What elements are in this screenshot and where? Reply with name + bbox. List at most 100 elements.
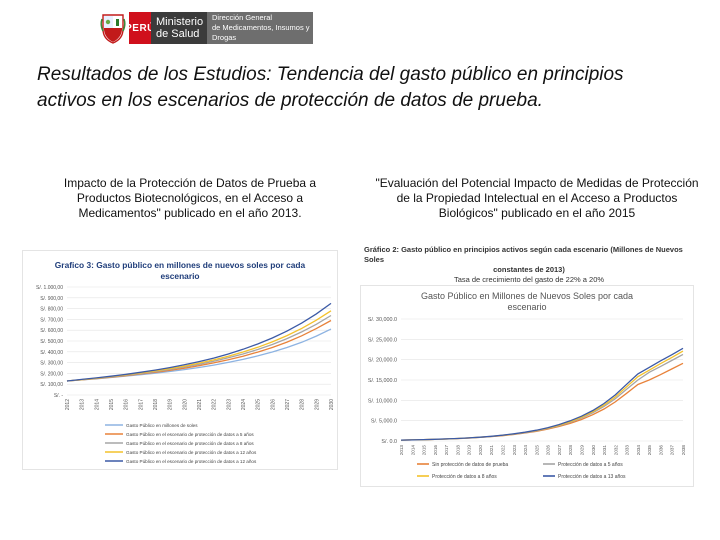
x-tick-label: 2026: [546, 445, 551, 456]
x-tick-label: 2034: [636, 445, 641, 456]
y-tick-label: S/. 20,000.0: [368, 358, 397, 364]
x-tick-label: 2023: [226, 399, 232, 410]
x-tick-label: 2038: [681, 445, 686, 456]
chart-title-line1: Grafico 3: Gasto público en millones de …: [55, 260, 306, 270]
logo-country: PERÚ: [125, 12, 154, 44]
y-tick-label: S/. 100,00: [40, 382, 63, 388]
x-tick-label: 2036: [658, 445, 663, 456]
chart-title-line2: escenario: [160, 271, 199, 281]
x-tick-label: 2025: [256, 399, 262, 410]
ministry-logo: PERÚ Ministerio de Salud Dirección Gener…: [100, 10, 313, 46]
x-tick-label: 2022: [212, 399, 218, 410]
series-line-1: [400, 353, 684, 441]
y-tick-label: S/. 300,00: [40, 361, 63, 367]
y-tick-label: S/. -: [54, 393, 64, 399]
y-tick-label: S/. 10,000.0: [368, 398, 397, 404]
x-tick-label: 2019: [467, 445, 472, 456]
legend-label: Gasto Público en el escenario de protecc…: [126, 432, 254, 437]
x-tick-label: 2020: [478, 445, 483, 456]
series-line-4: [66, 302, 332, 382]
x-tick-label: 2021: [197, 399, 203, 410]
slide-title: Resultados de los Estudios: Tendencia de…: [37, 64, 624, 111]
y-tick-label: S/. 200,00: [40, 371, 63, 377]
y-tick-label: S/. 400,00: [40, 350, 63, 356]
x-tick-label: 2016: [124, 399, 130, 410]
x-tick-label: 2029: [579, 445, 584, 456]
x-tick-label: 2015: [109, 399, 115, 410]
y-tick-label: S/. 900,00: [40, 296, 63, 302]
y-tick-label: S/. 1.000,00: [36, 285, 63, 291]
series-line-2: [400, 350, 684, 441]
x-tick-label: 2030: [329, 399, 335, 410]
legend-label: Gasto Público en el escenario de protecc…: [126, 441, 254, 446]
x-tick-label: 2015: [422, 445, 427, 456]
legend-label: Sin protección de datos de prueba: [432, 462, 508, 468]
y-tick-label: S/. 15,000.0: [368, 378, 397, 384]
x-tick-label: 2017: [444, 445, 449, 456]
y-tick-label: S/. 0.0: [381, 439, 397, 445]
series-line-1: [66, 319, 332, 382]
x-tick-label: 2021: [489, 445, 494, 456]
right-chart-header-line1: Gráfico 2: Gasto público en principios a…: [364, 245, 683, 264]
logo-ministry: Ministerio de Salud: [151, 12, 207, 44]
y-tick-label: S/. 25,000.0: [368, 337, 397, 343]
legend-label: Protección de datos a 5 años: [558, 462, 623, 468]
logo-direction-line1: Dirección General: [212, 13, 273, 22]
x-tick-label: 2012: [65, 399, 71, 410]
x-tick-label: 2023: [512, 445, 517, 456]
x-tick-label: 2030: [591, 445, 596, 456]
x-tick-label: 2019: [168, 399, 174, 410]
x-tick-label: 2020: [182, 399, 188, 410]
x-tick-label: 2032: [613, 445, 618, 456]
series-line-3: [400, 347, 684, 441]
right-study-caption: "Evaluación del Potencial Impacto de Med…: [375, 176, 699, 220]
x-tick-label: 2013: [399, 445, 404, 456]
chart-title-line1: Gasto Público en Millones de Nuevos Sole…: [421, 291, 633, 301]
left-chart-svg: Grafico 3: Gasto público en millones de …: [36, 260, 335, 464]
x-tick-label: 2037: [670, 445, 675, 456]
x-tick-label: 2018: [153, 399, 159, 410]
x-tick-label: 2017: [138, 399, 144, 410]
x-tick-label: 2028: [568, 445, 573, 456]
left-study-caption: Impacto de la Protección de Datos de Pru…: [63, 176, 317, 220]
y-tick-label: S/. 5,000.0: [371, 419, 397, 425]
x-tick-label: 2022: [501, 445, 506, 456]
y-tick-label: S/. 600,00: [40, 328, 63, 334]
right-chart-header-line3: Tasa de crecimiento del gasto de 22% a 2…: [453, 275, 605, 284]
x-tick-label: 2016: [433, 445, 438, 456]
x-tick-label: 2029: [314, 399, 320, 410]
x-tick-label: 2013: [80, 399, 86, 410]
x-tick-label: 2027: [285, 399, 291, 410]
logo-direction-line2: de Medicamentos, Insumos y Drogas: [212, 23, 310, 42]
x-tick-label: 2027: [557, 445, 562, 456]
logo-direction: Dirección General de Medicamentos, Insum…: [207, 12, 313, 44]
right-chart-header-line2: constantes de 2013): [493, 265, 565, 274]
x-tick-label: 2024: [523, 445, 528, 456]
x-tick-label: 2035: [647, 445, 652, 456]
x-tick-label: 2033: [625, 445, 630, 456]
x-tick-label: 2026: [270, 399, 276, 410]
x-tick-label: 2025: [534, 445, 539, 456]
y-tick-label: S/. 700,00: [40, 317, 63, 323]
legend-label: Protección de datos a 8 años: [432, 474, 497, 480]
right-chart: Gasto Público en Millones de Nuevos Sole…: [360, 285, 694, 487]
legend-label: Gasto Público en el escenario de protecc…: [126, 450, 257, 455]
x-tick-label: 2024: [241, 399, 247, 410]
right-chart-header: Gráfico 2: Gasto público en principios a…: [364, 245, 694, 285]
logo-ministry-line2: de Salud: [156, 28, 200, 40]
legend-label: Gasto Público en el escenario de protecc…: [126, 459, 257, 464]
y-tick-label: S/. 500,00: [40, 339, 63, 345]
coat-of-arms-icon: [100, 14, 126, 44]
x-tick-label: 2014: [410, 445, 415, 456]
chart-title-line2: escenario: [507, 302, 546, 312]
x-tick-label: 2028: [300, 399, 306, 410]
left-chart: Grafico 3: Gasto público en millones de …: [22, 250, 338, 470]
logo-ministry-line1: Ministerio: [156, 16, 204, 28]
right-chart-svg: Gasto Público en Millones de Nuevos Sole…: [368, 291, 686, 480]
x-tick-label: 2018: [455, 445, 460, 456]
series-line-2: [66, 314, 332, 382]
legend-label: Protección de datos a 13 años: [558, 474, 626, 480]
legend-label: Gasto Público en millones de soles: [126, 423, 198, 428]
x-tick-label: 2014: [94, 399, 100, 410]
y-tick-label: S/. 800,00: [40, 307, 63, 313]
